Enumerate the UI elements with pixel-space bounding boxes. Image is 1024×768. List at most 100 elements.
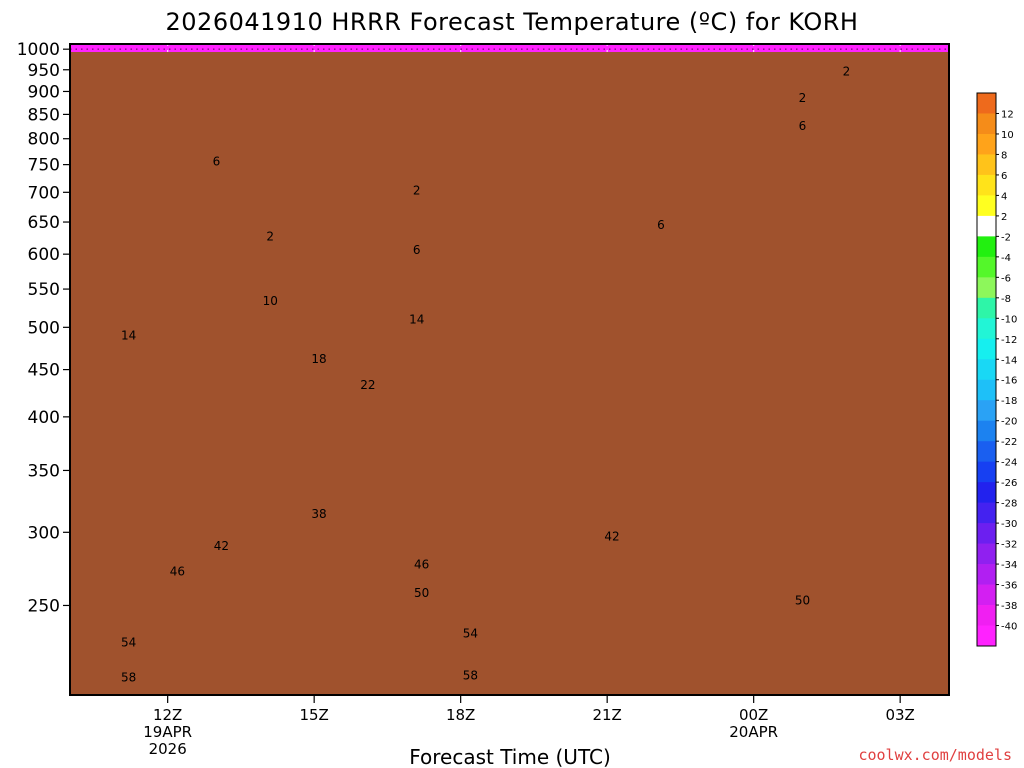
contour-label: 54 — [463, 627, 478, 641]
colorbar-tick-label: -32 — [1001, 540, 1017, 551]
colorbar-swatch — [977, 523, 996, 544]
contour-label: 6 — [657, 218, 665, 232]
contour-label: 46 — [170, 565, 185, 579]
colorbar-swatch — [977, 277, 996, 299]
y-tick-label: 900 — [28, 82, 60, 102]
colorbar-tick-label: 12 — [1001, 109, 1014, 120]
colorbar-swatch — [977, 625, 996, 647]
y-tick-label: 800 — [28, 130, 60, 150]
x-tick-label: 21Z — [592, 706, 621, 724]
x-tick-label: 15Z — [299, 706, 328, 724]
colorbar-tick-label: -26 — [1001, 478, 1017, 489]
credit-text: coolwx.com/models — [858, 746, 1012, 764]
contour-label: 50 — [795, 594, 810, 608]
contour-label: 42 — [214, 539, 229, 553]
colorbar-swatch — [977, 379, 996, 401]
x-axis-label: Forecast Time (UTC) — [409, 745, 611, 768]
colorbar-swatch — [977, 174, 996, 196]
colorbar: 12 10 8 6 4 2 -2 -4 -6 -8 -10 -12 -14 -16 -18 -20 -22 -24… — [976, 92, 1017, 647]
colorbar-tick-label: 10 — [1001, 130, 1014, 141]
colorbar-swatch — [977, 297, 996, 319]
colorbar-swatch — [977, 113, 996, 135]
colorbar-tick-label: 2 — [1001, 212, 1007, 223]
y-tick-label: 1000 — [17, 40, 60, 60]
colorbar-tick-label: -34 — [1001, 560, 1017, 571]
colorbar-swatch — [977, 461, 996, 483]
x-tick-label: 12Z — [153, 706, 182, 724]
colorbar-tick-label: -14 — [1001, 355, 1017, 366]
contour-label: 6 — [799, 119, 807, 133]
colorbar-tick-label: -16 — [1001, 376, 1017, 387]
y-tick-label: 700 — [28, 183, 60, 203]
colorbar-swatch — [977, 584, 996, 606]
contour-label: 50 — [414, 586, 429, 600]
colorbar-swatch — [977, 441, 996, 463]
colorbar-tick-label: -24 — [1001, 458, 1017, 469]
colorbar-frame — [976, 92, 997, 647]
colorbar-swatch — [977, 564, 996, 585]
colorbar-tick-label: -6 — [1001, 273, 1011, 284]
contour-label: 18 — [311, 352, 326, 366]
y-tick-label: 250 — [28, 596, 60, 616]
ground-layer — [70, 52, 949, 695]
colorbar-tick-label: -10 — [1001, 314, 1017, 325]
y-tick-label: 950 — [28, 61, 60, 81]
colorbar-swatch — [977, 543, 996, 565]
contour-label: 46 — [414, 557, 429, 571]
contour-label: 2 — [413, 184, 421, 198]
colorbar-swatch — [977, 482, 996, 504]
colorbar-tick-label: -4 — [1001, 253, 1011, 264]
y-tick-label: 550 — [28, 280, 60, 300]
colorbar-tick-label: 6 — [1001, 171, 1007, 182]
contour-label: 42 — [604, 529, 619, 543]
colorbar-tick-label: -8 — [1001, 294, 1011, 305]
contour-label: 6 — [213, 154, 221, 168]
contour-label: 38 — [311, 507, 326, 521]
colorbar-swatch — [977, 195, 996, 217]
x-tick-label: 18Z — [446, 706, 475, 724]
colorbar-swatch — [977, 154, 996, 176]
contour-label: 22 — [360, 378, 375, 392]
contour-label: 58 — [121, 670, 136, 684]
colorbar-tick-label: -36 — [1001, 581, 1017, 592]
contour-label: 10 — [263, 294, 278, 308]
colorbar-swatch — [977, 133, 996, 155]
y-tick-label: 750 — [28, 156, 60, 176]
contour-label: 2 — [799, 91, 807, 105]
contour-label: 2 — [843, 64, 851, 78]
x-tick-label: 03Z — [885, 706, 914, 724]
colorbar-tick-label: -12 — [1001, 335, 1017, 346]
colorbar-swatch — [977, 93, 996, 114]
colorbar-tick-label: -18 — [1001, 396, 1017, 407]
colorbar-swatch — [977, 338, 996, 360]
colorbar-tick-label: -38 — [1001, 601, 1017, 612]
colorbar-tick-label: -30 — [1001, 519, 1017, 530]
colorbar-tick-label: -20 — [1001, 417, 1017, 428]
colorbar-swatch — [977, 420, 996, 442]
y-tick-label: 850 — [28, 105, 60, 125]
y-tick-label: 300 — [28, 523, 60, 543]
colorbar-swatch — [977, 502, 996, 524]
colorbar-tick-label: 4 — [1001, 191, 1007, 202]
x-tick-date: 19APR — [143, 723, 192, 741]
colorbar-swatch — [977, 605, 996, 626]
colorbar-tick-label: -22 — [1001, 437, 1017, 448]
y-tick-label: 350 — [28, 461, 60, 481]
y-tick-label: 600 — [28, 245, 60, 265]
x-tick-date: 20APR — [729, 723, 778, 741]
y-tick-label: 500 — [28, 318, 60, 338]
contour-label: 54 — [121, 635, 136, 649]
colorbar-tick-label: -28 — [1001, 499, 1017, 510]
contour-label: 6 — [413, 243, 421, 257]
y-tick-label: 400 — [28, 408, 60, 428]
colorbar-swatch — [977, 359, 996, 381]
chart-title: 2026041910 HRRR Forecast Temperature (ºC… — [166, 8, 859, 36]
colorbar-tick-label: -40 — [1001, 622, 1017, 633]
contour-label: 2 — [266, 229, 274, 243]
y-axis: 250 300 350 400 450 500 550 600 650 700 750 800 850 9… — [17, 40, 70, 616]
colorbar-swatch — [977, 256, 996, 278]
